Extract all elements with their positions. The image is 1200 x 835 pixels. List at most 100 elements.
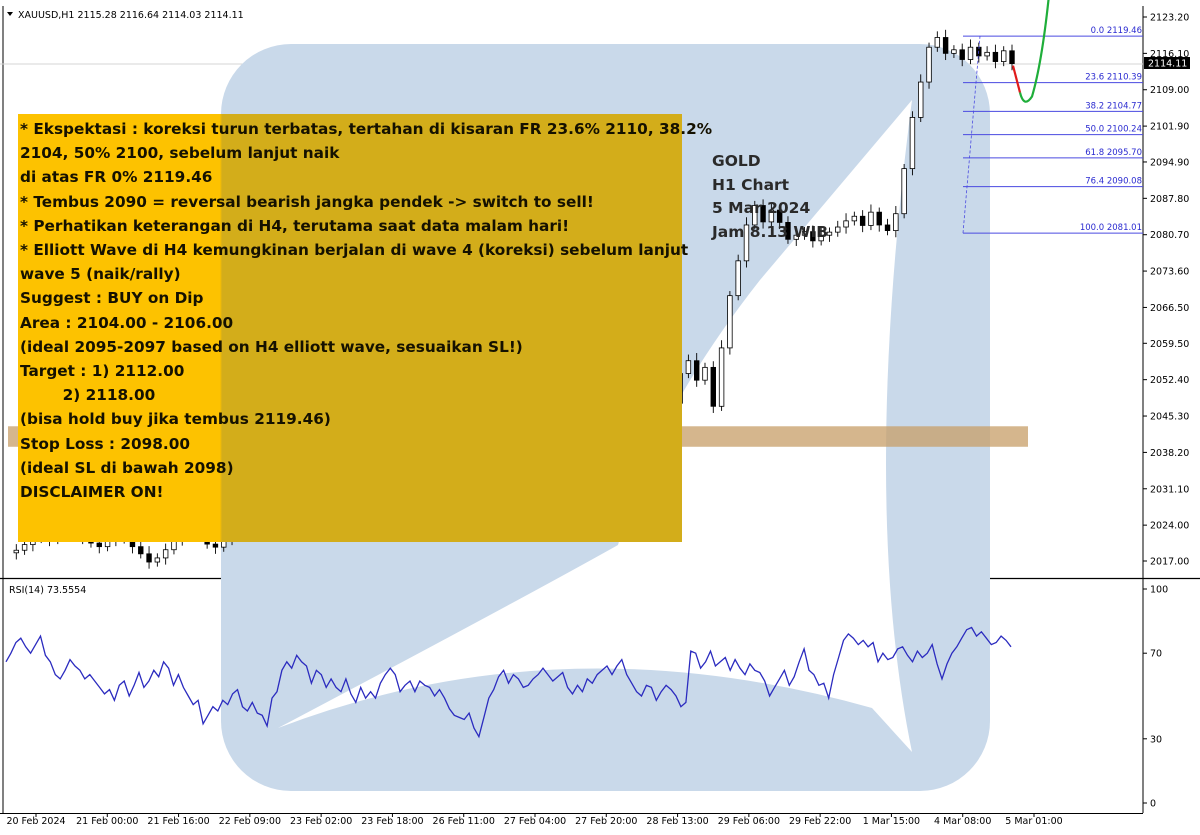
candle: [693, 353, 700, 387]
fibonacci-retracement: 0.0 2119.46 23.6 2110.39 38.2 2104.77 50.0 …: [962, 26, 1143, 234]
dropdown-triangle-icon[interactable]: [7, 12, 13, 16]
rsi-tick-label: 0: [1150, 799, 1156, 810]
candle: [146, 546, 152, 569]
symbol-info: XAUUSD,H1 2115.28 2116.64 2114.03 2114.1…: [18, 10, 244, 21]
candle: [138, 540, 144, 559]
time-tick-label: 5 Mar 01:00: [1005, 816, 1062, 827]
rsi-tick-label: 70: [1150, 649, 1162, 660]
candle: [760, 199, 766, 229]
candle: [959, 43, 965, 67]
note-line: wave 5 (naik/rally): [20, 265, 181, 284]
projection-up: [1018, 0, 1050, 103]
note-line: DISCLAIMER ON!: [20, 483, 164, 502]
note-line: 2104, 50% 2100, sebelum lanjut naik: [20, 144, 340, 163]
candle: [992, 44, 999, 69]
candle: [785, 216, 791, 244]
candle: [884, 218, 891, 236]
note-line: (ideal 2095-2097 based on H4 elliott wav…: [20, 337, 523, 356]
projection-down: [1011, 65, 1022, 93]
candle: [776, 205, 783, 230]
time-tick-label: 4 Mar 08:00: [934, 816, 991, 827]
time-tick-label: 27 Feb 20:00: [575, 816, 637, 827]
time-tick-label: 26 Feb 11:00: [433, 816, 495, 827]
candle: [918, 74, 924, 123]
note-line: Target : 1) 2112.00: [20, 362, 185, 381]
candle: [851, 211, 858, 226]
candle: [901, 164, 907, 219]
price-tick-label: 2123.20: [1150, 13, 1189, 24]
caption-line: Jam 8.13 WIB: [712, 222, 829, 241]
rsi-tick-label: 30: [1150, 734, 1162, 745]
candle: [826, 227, 833, 242]
candle: [926, 42, 932, 89]
candle: [801, 227, 808, 240]
candle: [718, 340, 725, 411]
price-tick-label: 2031.10: [1150, 484, 1189, 495]
time-tick-label: 23 Feb 02:00: [290, 816, 352, 827]
time-tick-label: 28 Feb 13:00: [646, 816, 708, 827]
time-tick-label: 23 Feb 18:00: [361, 816, 423, 827]
candle: [1001, 46, 1007, 67]
price-axis: 2123.20 2116.10 2109.00 2101.90 2094.90 2087.…: [1143, 13, 1189, 568]
candle: [835, 220, 841, 237]
price-tick-label: 2059.50: [1150, 339, 1189, 350]
candle: [685, 354, 692, 379]
fib-level-label: 50.0 2100.24: [1085, 125, 1142, 135]
price-tick-label: 2045.30: [1150, 412, 1189, 423]
note-line: Area : 2104.00 - 2106.00: [20, 313, 234, 332]
candle: [702, 362, 708, 385]
time-tick-label: 29 Feb 06:00: [718, 816, 780, 827]
note-line: Stop Loss : 2098.00: [20, 434, 191, 453]
time-tick-label: 22 Feb 09:00: [219, 816, 281, 827]
rsi-axis: 100 70 30 0: [1143, 585, 1168, 810]
candle: [967, 39, 974, 65]
current-price-label: 2114.11: [1148, 59, 1187, 70]
candle: [818, 227, 824, 246]
chart-caption: GOLD H1 Chart 5 Mar 2024 Jam 8.13 WIB: [712, 150, 828, 244]
rsi-title: RSI(14) 73.5554: [9, 585, 86, 596]
price-tick-label: 2052.40: [1150, 375, 1189, 386]
candle: [768, 202, 775, 227]
price-tick-label: 2080.70: [1150, 230, 1189, 241]
price-tick-label: 2066.50: [1150, 303, 1189, 314]
candle: [843, 213, 849, 234]
candle: [154, 553, 161, 567]
rsi-tick-label: 100: [1150, 585, 1168, 596]
candle: [743, 217, 750, 268]
candle: [934, 31, 941, 52]
note-line: * Ekspektasi : koreksi turun terbatas, t…: [20, 120, 713, 138]
candle: [984, 46, 990, 61]
price-projection: [1011, 0, 1050, 103]
candle: [868, 204, 874, 231]
candle: [752, 200, 758, 230]
note-line: * Tembus 2090 = reversal bearish jangka …: [20, 192, 594, 211]
time-tick-label: 29 Feb 22:00: [789, 816, 851, 827]
price-tick-label: 2094.90: [1150, 157, 1189, 168]
time-axis: 20 Feb 2024 21 Feb 00:00 21 Feb 16:00 22 Fe…: [6, 813, 1063, 827]
candle: [909, 111, 916, 176]
note-line: (ideal SL di bawah 2098): [20, 458, 234, 477]
note-line: Suggest : BUY on Dip: [20, 289, 204, 308]
candle: [876, 207, 882, 232]
time-tick-label: 27 Feb 04:00: [504, 816, 566, 827]
candle: [162, 543, 169, 565]
time-tick-label: 20 Feb 2024: [6, 816, 65, 827]
price-tick-label: 2087.80: [1150, 194, 1189, 205]
time-tick-label: 21 Feb 16:00: [147, 816, 209, 827]
price-tick-label: 2017.00: [1150, 557, 1189, 568]
price-tick-label: 2024.00: [1150, 521, 1189, 532]
rsi-line: [5, 626, 1012, 739]
caption-line: 5 Mar 2024: [712, 199, 811, 217]
price-tick-label: 2101.90: [1150, 122, 1189, 133]
candle: [735, 254, 741, 301]
current-price-tag: [1144, 57, 1190, 69]
candle: [793, 227, 799, 246]
price-tick-label: 2073.60: [1150, 267, 1189, 278]
note-line: * Perhatikan keterangan di H4, terutama …: [20, 216, 570, 235]
note-line: * Elliott Wave di H4 kemungkinan berjala…: [20, 241, 689, 260]
candle: [13, 544, 19, 560]
time-tick-label: 1 Mar 15:00: [863, 816, 920, 827]
note-line: (bisa hold buy jika tembus 2119.46): [20, 410, 331, 429]
candle: [942, 29, 949, 61]
candle: [951, 45, 957, 58]
